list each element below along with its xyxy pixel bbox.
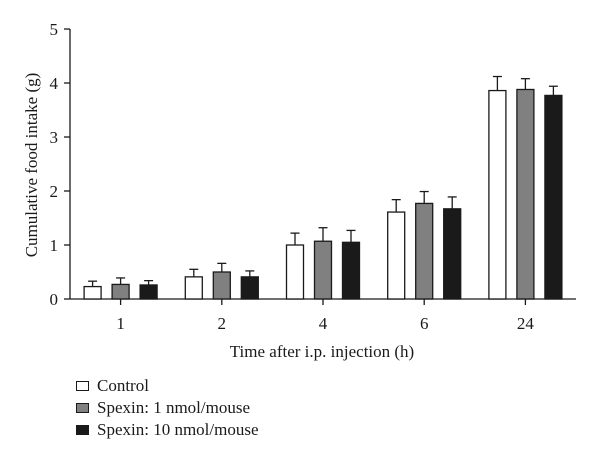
y-tick-label: 0 bbox=[50, 290, 59, 309]
bar-group bbox=[83, 75, 563, 300]
x-tick-label: 2 bbox=[218, 314, 227, 333]
x-tick-label: 24 bbox=[517, 314, 535, 333]
bar bbox=[516, 88, 535, 300]
bar bbox=[415, 202, 434, 300]
y-tick-label: 2 bbox=[50, 182, 59, 201]
bar bbox=[111, 283, 130, 300]
y-tick-label: 5 bbox=[50, 20, 59, 39]
x-axis-label: Time after i.p. injection (h) bbox=[230, 342, 414, 361]
bar bbox=[488, 89, 507, 300]
bar bbox=[443, 208, 462, 300]
bar bbox=[313, 240, 333, 300]
bar bbox=[285, 244, 305, 300]
y-tick-label: 4 bbox=[50, 74, 59, 93]
bar bbox=[139, 284, 158, 300]
legend-swatch-control bbox=[76, 381, 89, 391]
bar bbox=[83, 285, 102, 300]
bar bbox=[544, 94, 563, 300]
x-tick-label: 4 bbox=[319, 314, 328, 333]
legend-item-control: Control bbox=[76, 375, 259, 397]
bar bbox=[184, 276, 203, 300]
legend-item-spexin-10nmol: Spexin: 10 nmol/mouse bbox=[76, 419, 259, 441]
legend-item-spexin-1nmol: Spexin: 1 nmol/mouse bbox=[76, 397, 259, 419]
legend-swatch-spexin-10nmol bbox=[76, 425, 89, 435]
bar bbox=[387, 211, 406, 300]
legend-swatch-spexin-1nmol bbox=[76, 403, 89, 413]
x-tick-label: 6 bbox=[420, 314, 429, 333]
legend-label-spexin-1nmol: Spexin: 1 nmol/mouse bbox=[97, 398, 250, 417]
legend-label-control: Control bbox=[97, 376, 149, 395]
bar bbox=[212, 271, 231, 300]
bar bbox=[341, 241, 361, 300]
legend: Control Spexin: 1 nmol/mouse Spexin: 10 … bbox=[76, 375, 259, 441]
legend-label-spexin-10nmol: Spexin: 10 nmol/mouse bbox=[97, 420, 259, 439]
y-tick-label: 1 bbox=[50, 236, 59, 255]
bar bbox=[240, 276, 259, 300]
x-tick-label: 1 bbox=[116, 314, 125, 333]
y-axis-label: Cumulative food intake (g) bbox=[22, 73, 41, 258]
y-tick-label: 3 bbox=[50, 128, 59, 147]
